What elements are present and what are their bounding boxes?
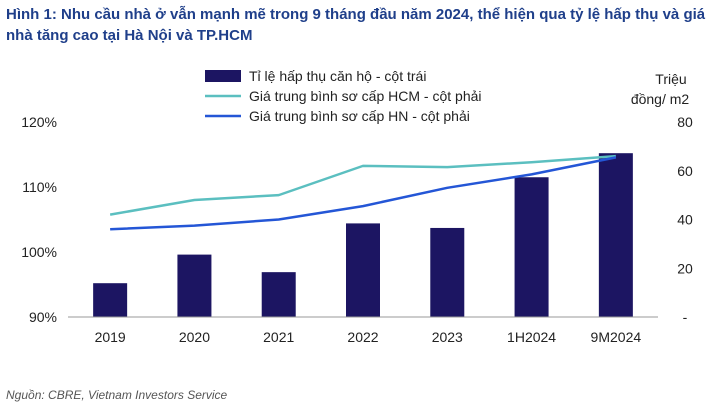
y-left-tick-labels: 90% 100% 110% 120% [21,114,57,325]
line-hcm [109,154,616,216]
x-tick-2023: 2023 [432,329,463,345]
bars-group [93,153,633,317]
bar-2023 [430,227,465,317]
legend-swatch-bar [205,70,241,82]
y-right-tick: 20 [677,260,693,276]
legend-label: Tỉ lệ hấp thụ căn hộ - cột trái [249,68,426,84]
y-left-tick: 90% [29,309,57,325]
x-tick-2020: 2020 [179,329,210,345]
y-right-label-line-2: đồng/ m2 [631,91,690,107]
y-left-tick: 120% [21,114,57,130]
legend: Tỉ lệ hấp thụ căn hộ - cột trái Giá trung… [205,68,482,124]
lines-group [109,154,617,231]
bar-9M2024 [598,153,633,317]
legend-label: Giá trung bình sơ cấp HN - cột phải [249,108,470,124]
bar-2019 [93,283,128,317]
source-note: Nguồn: CBRE, Vietnam Investors Service [6,388,228,402]
x-tick-1H2024: 1H2024 [507,329,556,345]
bar-2022 [346,223,380,317]
legend-label: Giá trung bình sơ cấp HCM - cột phải [249,88,482,104]
x-tick-9M2024: 9M2024 [591,329,642,345]
y-right-tick: 40 [677,212,693,228]
bar-2020 [177,254,212,317]
y-left-tick: 110% [22,179,57,195]
x-tick-2021: 2021 [263,329,294,345]
y-right-tick: 60 [677,163,693,179]
x-tick-2022: 2022 [347,329,378,345]
line-hn [110,156,617,231]
y-right-label-line-1: Triệu [655,71,686,87]
x-tick-labels: 2019 2020 2021 2022 2023 1H2024 9M2024 [95,329,642,345]
y-right-tick: 80 [677,114,693,130]
y-right-tick: - [683,309,688,325]
y-right-tick-labels: - 20 40 60 80 [677,114,693,325]
y-left-tick: 100% [21,244,57,260]
bar-2021 [261,272,296,317]
chart-title: Hình 1: Nhu cầu nhà ở vẫn mạnh mẽ trong … [6,6,706,44]
x-tick-2019: 2019 [95,329,126,345]
bar-1H2024 [514,177,549,317]
